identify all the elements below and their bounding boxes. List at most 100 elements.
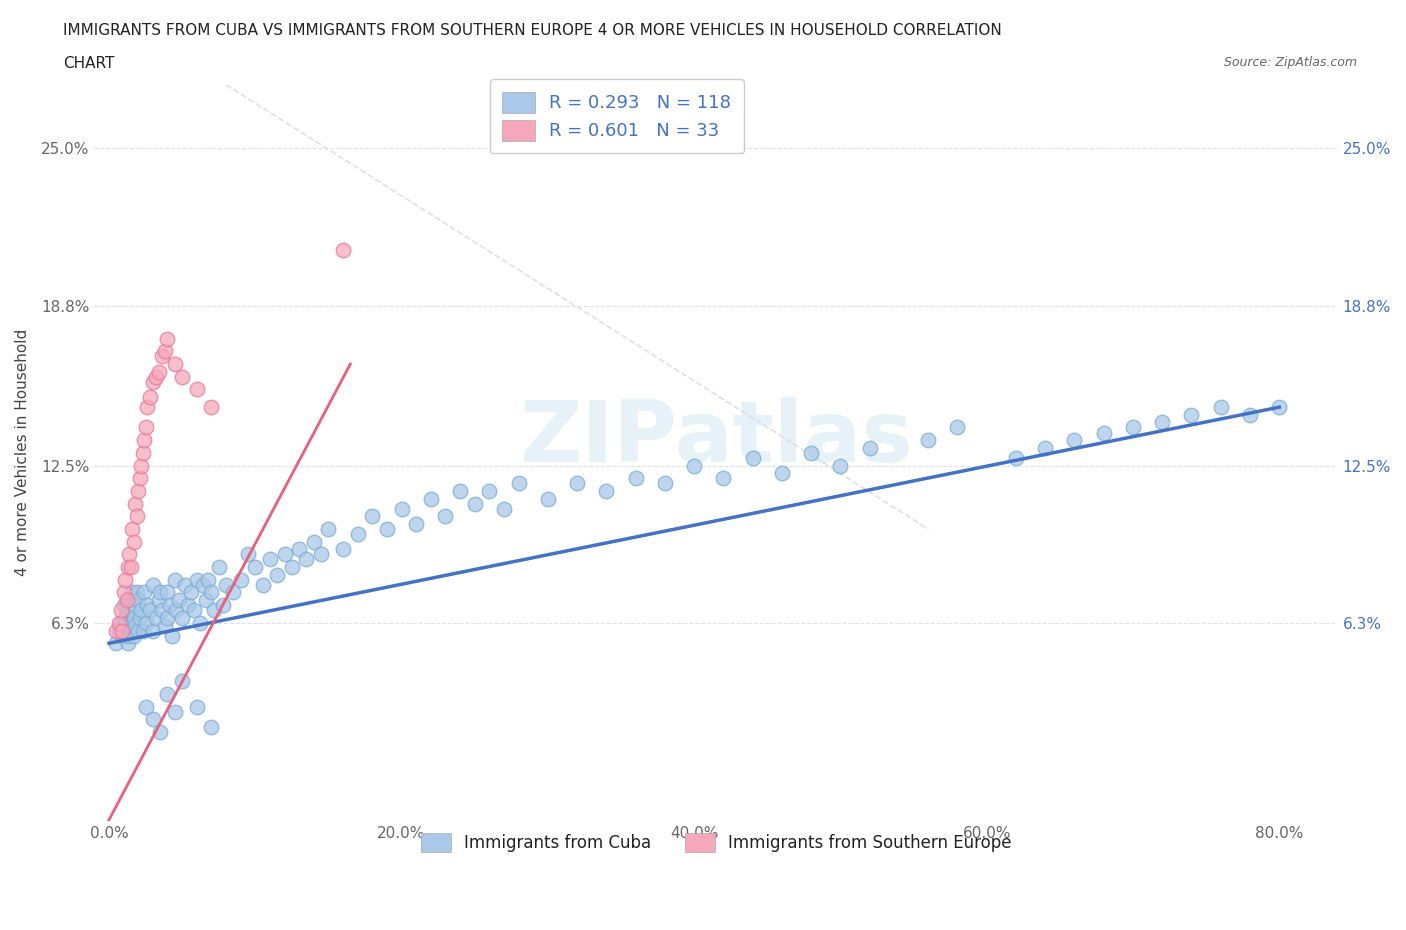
- Point: [830, 458, 852, 473]
- Point: [1092, 425, 1115, 440]
- Point: [135, 616, 157, 631]
- Point: [741, 450, 763, 465]
- Text: ZIPatlas: ZIPatlas: [519, 396, 912, 480]
- Point: [1209, 400, 1232, 415]
- Point: [110, 603, 132, 618]
- Point: [449, 484, 471, 498]
- Point: [346, 526, 368, 541]
- Point: [464, 497, 486, 512]
- Point: [1063, 432, 1085, 447]
- Point: [252, 578, 274, 592]
- Point: [215, 578, 238, 592]
- Point: [183, 603, 205, 618]
- Point: [124, 598, 146, 613]
- Point: [122, 610, 145, 625]
- Y-axis label: 4 or more Vehicles in Household: 4 or more Vehicles in Household: [15, 329, 30, 577]
- Point: [139, 603, 162, 618]
- Point: [142, 375, 165, 390]
- Point: [117, 560, 139, 575]
- Point: [132, 432, 155, 447]
- Point: [391, 501, 413, 516]
- Point: [172, 369, 194, 384]
- Point: [117, 592, 139, 607]
- Point: [624, 471, 647, 485]
- Point: [112, 585, 135, 600]
- Point: [114, 572, 136, 587]
- Point: [117, 636, 139, 651]
- Point: [135, 699, 157, 714]
- Point: [110, 616, 132, 631]
- Point: [917, 432, 939, 447]
- Point: [108, 616, 131, 631]
- Point: [200, 585, 222, 600]
- Point: [139, 390, 162, 405]
- Point: [1180, 407, 1202, 422]
- Point: [177, 598, 200, 613]
- Point: [186, 699, 208, 714]
- Point: [302, 534, 325, 549]
- Point: [295, 552, 318, 567]
- Point: [115, 592, 138, 607]
- Point: [273, 547, 295, 562]
- Point: [859, 440, 882, 455]
- Point: [128, 471, 150, 485]
- Text: CHART: CHART: [63, 56, 115, 71]
- Point: [508, 476, 530, 491]
- Point: [160, 629, 183, 644]
- Point: [111, 629, 134, 644]
- Point: [172, 610, 194, 625]
- Point: [120, 616, 142, 631]
- Point: [194, 592, 217, 607]
- Point: [163, 572, 186, 587]
- Point: [361, 509, 384, 524]
- Point: [163, 704, 186, 719]
- Point: [148, 365, 170, 379]
- Point: [174, 578, 197, 592]
- Point: [149, 585, 172, 600]
- Point: [132, 585, 155, 600]
- Point: [142, 712, 165, 727]
- Point: [127, 623, 149, 638]
- Point: [492, 501, 515, 516]
- Point: [148, 592, 170, 607]
- Point: [136, 400, 159, 415]
- Point: [120, 560, 142, 575]
- Point: [200, 400, 222, 415]
- Point: [135, 420, 157, 435]
- Point: [288, 542, 311, 557]
- Point: [159, 598, 181, 613]
- Point: [1122, 420, 1144, 435]
- Point: [167, 592, 190, 607]
- Point: [124, 497, 146, 512]
- Point: [245, 560, 267, 575]
- Point: [122, 629, 145, 644]
- Point: [149, 724, 172, 739]
- Point: [318, 522, 340, 537]
- Point: [770, 466, 793, 481]
- Point: [105, 636, 128, 651]
- Point: [1005, 450, 1028, 465]
- Point: [131, 445, 153, 460]
- Point: [112, 598, 135, 613]
- Point: [197, 572, 219, 587]
- Point: [118, 629, 141, 644]
- Point: [114, 610, 136, 625]
- Point: [124, 618, 146, 633]
- Point: [1268, 400, 1291, 415]
- Point: [332, 542, 354, 557]
- Point: [200, 720, 222, 735]
- Point: [121, 585, 143, 600]
- Point: [121, 522, 143, 537]
- Point: [711, 471, 734, 485]
- Point: [127, 484, 149, 498]
- Point: [129, 603, 152, 618]
- Text: IMMIGRANTS FROM CUBA VS IMMIGRANTS FROM SOUTHERN EUROPE 4 OR MORE VEHICLES IN HO: IMMIGRANTS FROM CUBA VS IMMIGRANTS FROM …: [63, 23, 1002, 38]
- Point: [156, 331, 179, 346]
- Point: [150, 349, 173, 364]
- Point: [236, 547, 259, 562]
- Point: [683, 458, 706, 473]
- Point: [654, 476, 676, 491]
- Point: [419, 491, 441, 506]
- Point: [145, 610, 167, 625]
- Point: [111, 623, 134, 638]
